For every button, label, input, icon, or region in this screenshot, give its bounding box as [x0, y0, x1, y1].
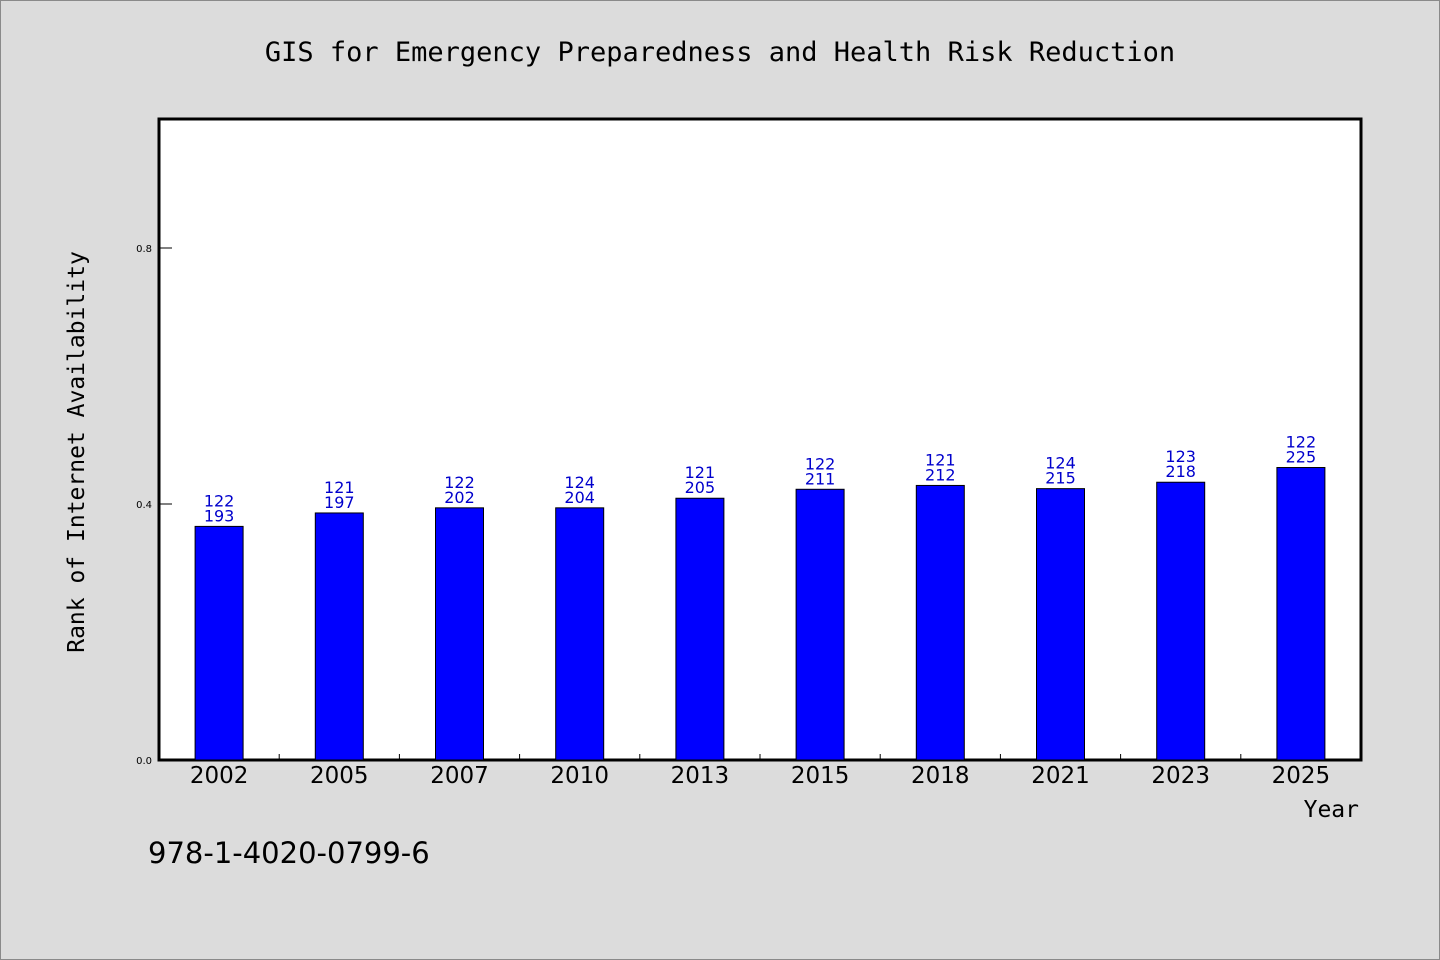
data-label-top: 122 — [204, 491, 235, 510]
x-tick-label: 2023 — [1151, 763, 1210, 789]
bar-2023 — [1156, 481, 1206, 761]
bar-2025 — [1276, 467, 1326, 761]
bar-2021 — [1036, 488, 1085, 761]
x-tick-label: 2010 — [550, 763, 609, 789]
bar-2002 — [194, 525, 244, 761]
data-label-top: 124 — [1045, 454, 1076, 473]
data-label-bottom: 193 — [204, 506, 235, 525]
data-label-top: 122 — [444, 473, 475, 492]
x-tick-label: 2007 — [430, 763, 489, 789]
x-tick-label: 2025 — [1272, 763, 1331, 789]
data-label-top: 121 — [685, 463, 716, 482]
y-tick-label: 0.8 — [136, 244, 152, 255]
x-tick-label: 2013 — [671, 763, 730, 789]
data-label-top: 124 — [564, 473, 595, 492]
data-label-bottom: 215 — [1045, 469, 1076, 488]
x-axis-ticks: 2002 2005 2007 2010 2013 2015 2018 2021 2023 2025 — [190, 754, 1330, 789]
x-tick-label: 2005 — [310, 763, 369, 789]
y-axis-ticks: 0.0 0.4 0.8 — [136, 244, 172, 767]
isbn-text: 978-1-4020-0799-6 — [148, 836, 430, 870]
data-label-bottom: 202 — [444, 488, 475, 507]
bars — [194, 467, 1326, 761]
bar-2010 — [555, 507, 605, 761]
data-label-bottom: 225 — [1286, 448, 1317, 467]
data-label-bottom: 204 — [564, 488, 595, 507]
data-label-bottom: 212 — [925, 465, 956, 484]
chart-title: GIS for Emergency Preparedness and Healt… — [265, 37, 1175, 68]
data-label-bottom: 218 — [1165, 462, 1196, 481]
x-tick-label: 2021 — [1031, 763, 1090, 789]
bar-2015 — [795, 488, 845, 761]
bar-2007 — [435, 507, 484, 761]
x-tick-label: 2018 — [911, 763, 970, 789]
y-tick-label: 0.4 — [136, 500, 152, 511]
data-label-bottom: 211 — [805, 469, 836, 488]
data-label-top: 122 — [1286, 433, 1317, 452]
bar-2013 — [675, 497, 725, 761]
data-label-bottom: 197 — [324, 493, 355, 512]
x-tick-label: 2015 — [791, 763, 850, 789]
y-axis-label: Rank of Internet Availability — [64, 251, 90, 653]
data-label-top: 121 — [925, 450, 956, 469]
bar-2005 — [314, 512, 364, 761]
x-axis-label: Year — [1304, 797, 1359, 823]
data-label-bottom: 205 — [685, 478, 716, 497]
y-tick-label: 0.0 — [136, 756, 152, 767]
data-label-top: 121 — [324, 478, 355, 497]
data-labels: 1221931211971222021242041212051222111212… — [204, 433, 1316, 526]
data-label-top: 123 — [1165, 447, 1196, 466]
bar-2018 — [915, 484, 965, 761]
data-label-top: 122 — [805, 454, 836, 473]
x-tick-label: 2002 — [190, 763, 249, 789]
